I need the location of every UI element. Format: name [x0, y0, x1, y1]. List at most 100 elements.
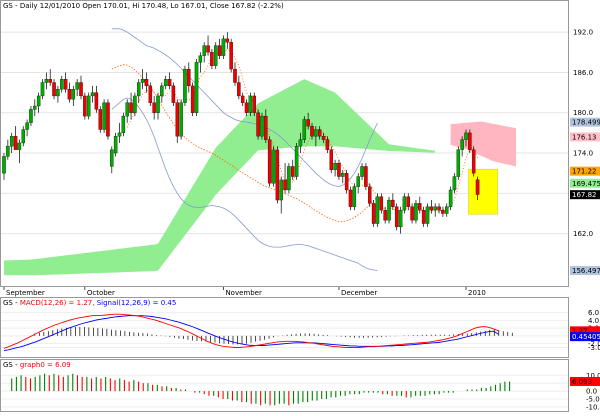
last-candle-highlight [468, 168, 498, 215]
candle-body [429, 206, 434, 211]
macd-y-tick-label: -2.0 [588, 340, 600, 348]
candle-body [213, 45, 218, 66]
x-axis-strip [0, 287, 569, 297]
candle-body [179, 102, 183, 137]
macd-value-tags: 1.270.454059 [570, 326, 600, 342]
price-y-tick-label: 180.0 [573, 109, 593, 117]
candle-body [144, 79, 149, 87]
graph0-tag-label: 6.093 [572, 378, 592, 386]
candle-body [279, 179, 283, 201]
price-tag-label: 176.13 [572, 133, 597, 141]
candle-body [444, 206, 449, 214]
candle-body [275, 149, 280, 201]
price-tag-bg [570, 178, 600, 188]
candle-body [406, 196, 410, 207]
price-y-tick-label: 174.0 [573, 150, 593, 158]
x-tick-label: September [6, 289, 45, 297]
candle-body [418, 203, 422, 211]
candle-body [56, 89, 60, 97]
candle-body [17, 142, 22, 150]
candle-body [302, 119, 307, 140]
candle-body [267, 139, 272, 184]
candle-body [163, 79, 168, 87]
price-title-open: Open 170.01, [82, 2, 130, 10]
candle-body [29, 109, 33, 123]
price-title-high: Hi 170.48, [132, 2, 168, 10]
candle-body [294, 146, 299, 177]
candle-body [364, 166, 368, 187]
price-y-tick-label: 192.0 [573, 29, 593, 37]
x-tick-label: October [87, 289, 115, 297]
candle-body [160, 85, 164, 97]
candle-body [356, 176, 360, 187]
candle-body [2, 156, 6, 174]
x-tick-label: 2010 [468, 289, 486, 297]
candle-body [383, 209, 387, 221]
candle-body [325, 139, 330, 150]
candle-body [190, 85, 195, 113]
macd-tag-bg [570, 326, 600, 336]
candle-body [210, 52, 214, 66]
candle-body [206, 45, 210, 53]
candle-body [106, 102, 110, 137]
graph0-tag-bg [570, 376, 600, 386]
price-title-close: Close 167.82 (-2.2%) [210, 2, 284, 10]
candle-body [441, 209, 445, 214]
candle-body [379, 196, 384, 211]
candle-body [287, 166, 291, 191]
candle-body [329, 149, 333, 170]
candle-body [102, 102, 106, 130]
macd-histogram [34, 326, 513, 345]
candle-body [317, 129, 322, 137]
price-tag-bg [570, 190, 600, 200]
candle-body [452, 176, 457, 191]
candle-body [260, 115, 264, 137]
candle-body [33, 105, 37, 110]
signal-line [3, 315, 499, 352]
candle-body [468, 132, 472, 150]
candle-body [283, 179, 287, 191]
candle-body [175, 102, 179, 137]
candle-body [333, 162, 337, 170]
macd-lines [3, 313, 499, 352]
candle-body [375, 196, 380, 224]
candle-body [298, 139, 303, 147]
price-tag-bg [570, 266, 600, 276]
candle-body [471, 149, 476, 174]
candle-body [90, 92, 95, 97]
candle-body [9, 136, 14, 147]
candle-body [290, 166, 295, 177]
price-tag-bg [570, 117, 600, 127]
candle-body [113, 136, 118, 154]
candle-body [433, 206, 437, 211]
candle-body [456, 149, 461, 177]
price-title-low: Lo 167.01, [171, 2, 208, 10]
price-tag-label: 156.497 [572, 267, 600, 275]
candle-body [341, 173, 345, 177]
bollinger-bands [111, 28, 478, 271]
candle-body [244, 102, 249, 113]
candle-body [121, 115, 126, 134]
graph0-title-value: graph0 = 6.09 [20, 361, 71, 369]
candle-body [371, 203, 376, 224]
candle-body [252, 95, 256, 113]
candle-body [183, 68, 187, 103]
candle-body [448, 189, 453, 207]
price-tag-bg [570, 132, 600, 142]
bollinger-lower [111, 97, 378, 271]
candle-body [21, 129, 25, 144]
candle-body [129, 102, 133, 113]
candle-body [271, 149, 276, 184]
candle-body [52, 82, 56, 97]
candle-body [352, 186, 357, 207]
candle-body [202, 45, 206, 56]
candle-body [152, 102, 156, 113]
candle-body [233, 68, 237, 83]
price-title-prefix: GS - Daily 12/01/2010 [3, 2, 80, 10]
candle-body [387, 199, 391, 221]
candle-body [6, 146, 10, 157]
candle-body [464, 132, 468, 140]
cloud-bullish [4, 79, 436, 276]
candle-body [256, 112, 260, 137]
candle-body [240, 95, 245, 103]
